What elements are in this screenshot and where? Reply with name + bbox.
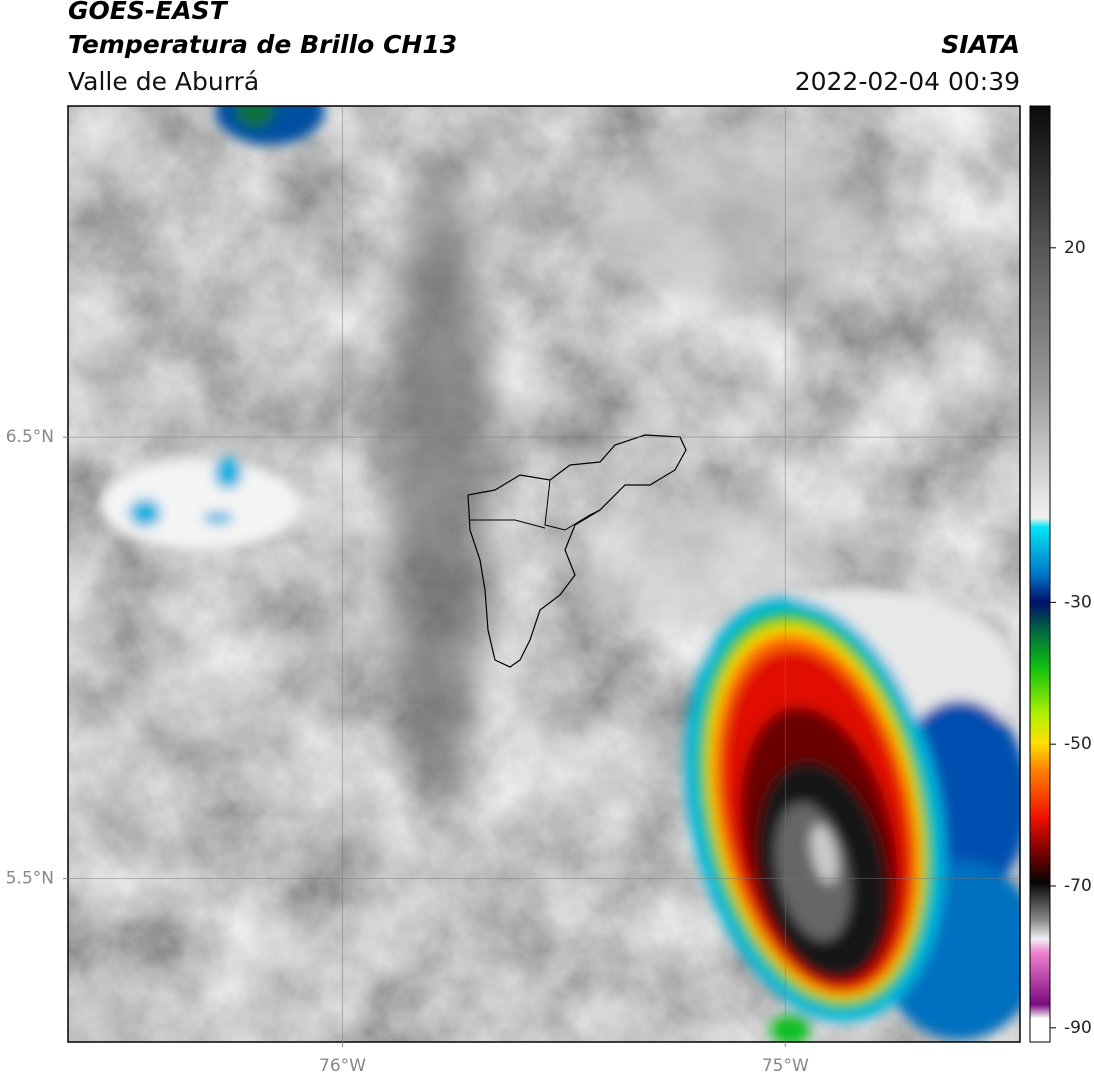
map-image xyxy=(68,106,1020,1042)
source: SIATA xyxy=(941,30,1020,59)
y-tick-label: 5.5°N xyxy=(6,869,54,889)
region: Valle de Aburrá xyxy=(68,67,259,96)
valley-outline xyxy=(467,434,687,668)
datetime: 2022-02-04 00:39 xyxy=(795,67,1020,96)
map-frame xyxy=(67,105,1021,1043)
colorbar-tick-label: -90 xyxy=(1064,1018,1092,1038)
colorbar xyxy=(1029,105,1051,1043)
colorbar-tick-label: -50 xyxy=(1064,734,1092,754)
x-tick-label: 76°W xyxy=(319,1056,366,1076)
colorbar-tick-label: -70 xyxy=(1064,876,1092,896)
colorbar-tick-label: 20 xyxy=(1064,238,1086,258)
subtitle: Temperatura de Brillo CH13 xyxy=(68,30,457,59)
title: GOES-EAST xyxy=(68,0,229,25)
y-tick-label: 6.5°N xyxy=(6,427,54,447)
x-tick-label: 75°W xyxy=(762,1056,809,1076)
colorbar-tick-label: -30 xyxy=(1064,592,1092,612)
